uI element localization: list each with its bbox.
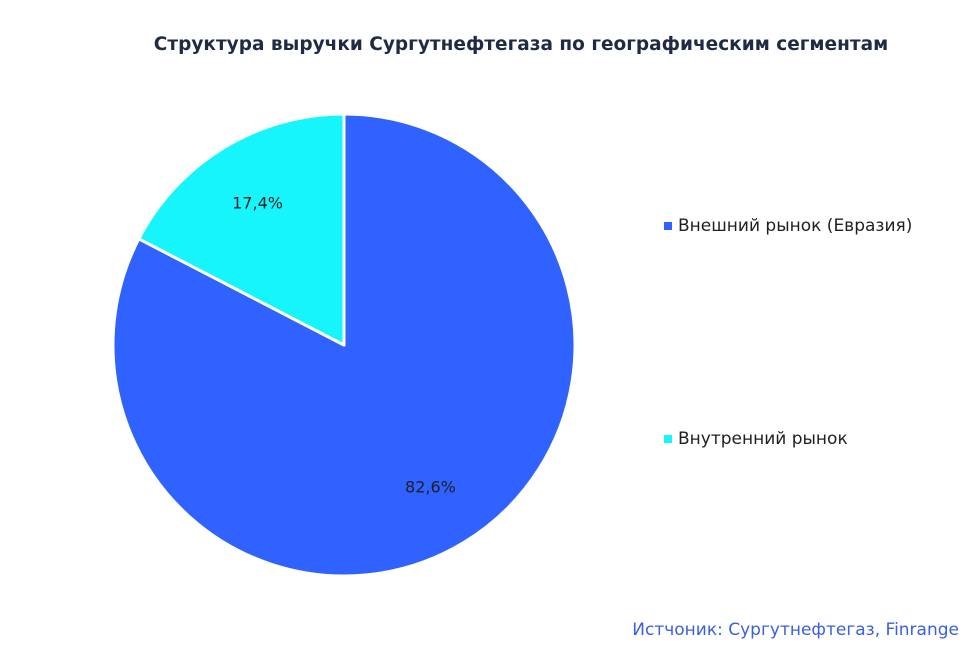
pie-data-labels: 82,6% 17,4% (232, 193, 456, 496)
data-label-external-market: 82,6% (405, 478, 456, 497)
legend-item-domestic-market[interactable]: Внутренний рынок (664, 429, 848, 449)
chart-title: Структура выручки Сургутнефтегаза по гео… (153, 34, 889, 55)
legend-swatch-domestic-market (664, 435, 672, 443)
legend-swatch-external-market (664, 222, 672, 230)
legend-item-external-market[interactable]: Внешний рынок (Евразия) (664, 216, 912, 236)
source-link[interactable]: Истчоник: Сургутнефтегаз, Finrange (632, 620, 959, 640)
data-label-domestic-market: 17,4% (232, 193, 283, 212)
chart-legend: Внешний рынок (Евразия) Внутренний рынок (664, 0, 964, 664)
pie-slices (111, 112, 577, 578)
pie-slice-domestic-market[interactable] (137, 112, 346, 347)
legend-label-domestic-market: Внутренний рынок (678, 429, 848, 449)
legend-label-external-market: Внешний рынок (Евразия) (678, 216, 913, 236)
